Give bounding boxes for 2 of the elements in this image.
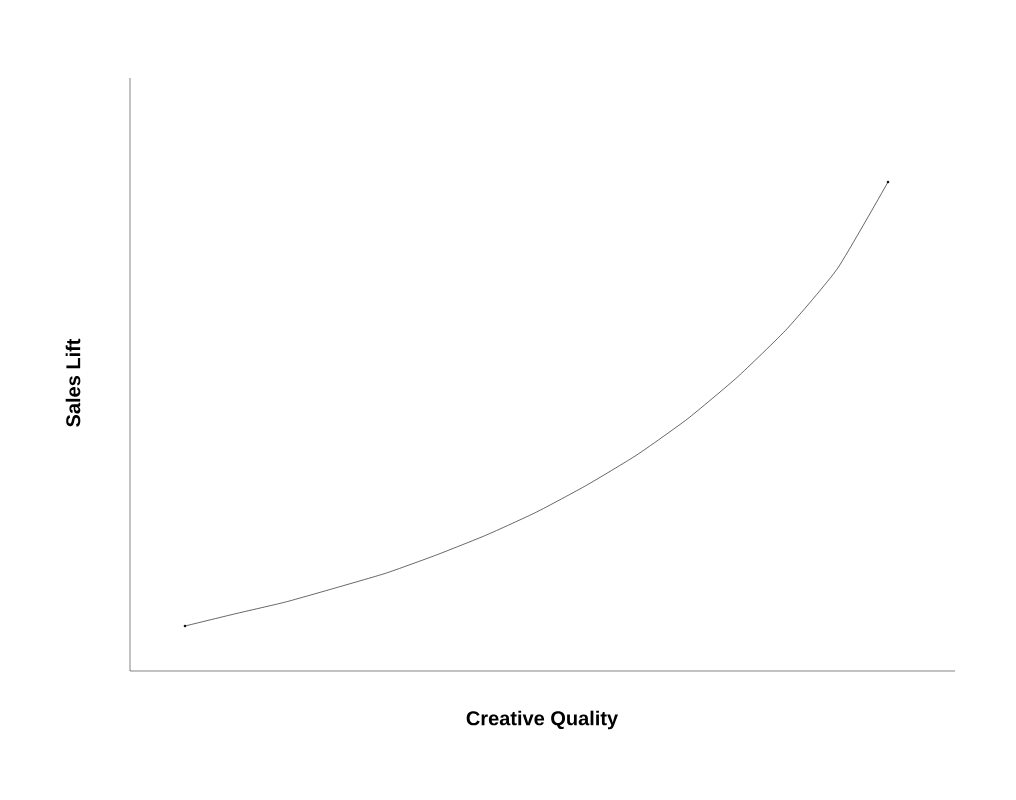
x-axis-title: Creative Quality	[466, 710, 619, 730]
y-axis-title: Sales Lift	[65, 338, 81, 427]
